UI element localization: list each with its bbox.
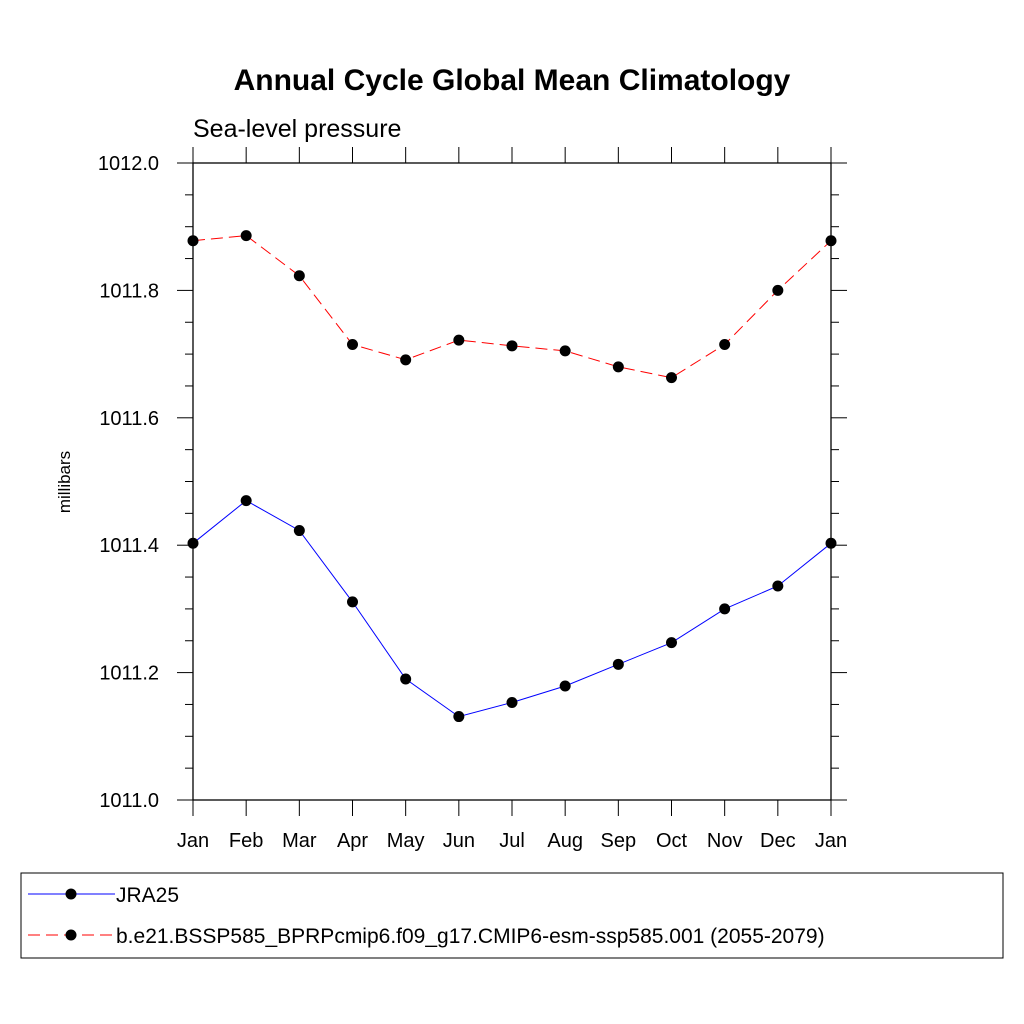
y-axis-label: millibars	[55, 451, 74, 513]
chart-subtitle: Sea-level pressure	[193, 115, 401, 143]
series-1-point	[506, 340, 518, 352]
x-tick-label: Jul	[499, 830, 525, 852]
x-tick-labels: Jan Feb Mar Apr May Jun Jul Aug Sep Oct Nov Dec Jan	[177, 830, 847, 852]
x-tick-label: Oct	[656, 830, 688, 852]
y-tick-label: 1011.2	[99, 663, 159, 685]
series-1-point	[400, 354, 412, 366]
x-tick-label: Dec	[760, 830, 796, 852]
legend-marker-jra25	[65, 888, 77, 900]
x-tick-label: May	[387, 830, 425, 852]
series-1-point	[612, 361, 624, 373]
series-1-point	[825, 235, 837, 247]
series-1-point	[453, 334, 465, 346]
x-tick-label: Jun	[443, 830, 475, 852]
series-1-point	[240, 230, 252, 242]
series-0-point	[453, 711, 465, 723]
series-1-point	[559, 345, 571, 357]
y-tick-label: 1011.6	[99, 408, 159, 430]
series-line-0	[192, 499, 832, 718]
series-1-point	[293, 270, 305, 282]
series-0-point	[240, 495, 252, 507]
series-0-point	[347, 596, 358, 608]
legend-box	[20, 872, 1004, 959]
legend-item-cesm: b.e21.BSSP585_BPRPcmip6.f09_g17.CMIP6-es…	[28, 925, 825, 948]
series-1-point	[187, 235, 199, 247]
series-0-point	[825, 537, 837, 549]
y-tick-labels: 1011.0 1011.2 1011.4 1011.6 1011.8 1012.0	[98, 153, 159, 812]
series-0-point	[772, 580, 784, 592]
series-1-point	[719, 339, 731, 351]
chart-title: Annual Cycle Global Mean Climatology	[234, 64, 791, 97]
y-tick-label: 1012.0	[98, 153, 159, 175]
x-tick-label: Nov	[707, 830, 743, 852]
x-tick-label: Jan	[815, 830, 847, 852]
series-line-1	[192, 235, 832, 379]
legend-marker-cesm	[65, 929, 77, 941]
legend-item-jra25: JRA25	[28, 884, 179, 907]
legend-label-jra25: JRA25	[116, 884, 179, 907]
x-tick-label: Aug	[547, 830, 583, 852]
series-0-point	[187, 537, 199, 549]
series-1-point	[666, 372, 677, 384]
y-tick-label: 1011.0	[99, 790, 159, 812]
x-tick-label: Feb	[229, 830, 263, 852]
y-tick-label: 1011.8	[99, 280, 159, 302]
series-layer	[187, 230, 837, 723]
series-0-point	[293, 525, 305, 537]
axis-ticks	[177, 147, 847, 816]
series-0-point	[400, 673, 412, 685]
series-0-point	[612, 658, 624, 670]
x-tick-label: Jan	[177, 830, 209, 852]
x-tick-label: Mar	[282, 830, 317, 852]
y-tick-label: 1011.4	[99, 535, 159, 557]
series-1-point	[347, 339, 358, 351]
series-0-point	[666, 637, 677, 649]
series-0-point	[559, 680, 571, 692]
series-0-point	[506, 697, 518, 709]
series-0-point	[719, 603, 731, 615]
legend-label-cesm: b.e21.BSSP585_BPRPcmip6.f09_g17.CMIP6-es…	[116, 925, 825, 948]
series-1-point	[772, 284, 784, 296]
x-tick-label: Apr	[337, 830, 368, 852]
x-tick-label: Sep	[601, 830, 637, 852]
